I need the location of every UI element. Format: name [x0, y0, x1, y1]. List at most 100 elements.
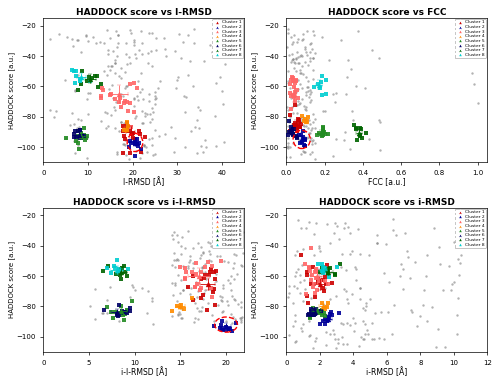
- Point: [128, 129, 136, 136]
- Point: [438, 287, 446, 293]
- Point: [97, 118, 105, 124]
- Point: [289, 56, 297, 62]
- Point: [300, 128, 308, 134]
- Point: [218, 101, 226, 107]
- Point: [318, 285, 326, 291]
- Point: [126, 308, 134, 314]
- Point: [294, 135, 302, 141]
- Point: [130, 95, 138, 101]
- Point: [308, 89, 316, 95]
- Point: [286, 85, 294, 91]
- Point: [397, 261, 405, 268]
- Point: [84, 135, 92, 141]
- Point: [188, 268, 196, 275]
- Point: [310, 338, 318, 344]
- Point: [298, 151, 306, 157]
- Point: [320, 267, 328, 273]
- Point: [182, 276, 190, 282]
- Point: [296, 67, 304, 73]
- Point: [342, 219, 349, 226]
- Point: [151, 151, 159, 157]
- Point: [360, 336, 368, 342]
- Point: [284, 118, 292, 124]
- Point: [306, 87, 314, 93]
- Point: [298, 325, 306, 331]
- Point: [361, 321, 369, 327]
- Point: [191, 284, 199, 290]
- Point: [287, 95, 295, 101]
- Point: [92, 286, 100, 292]
- Point: [434, 326, 442, 332]
- Point: [290, 59, 298, 65]
- Point: [310, 307, 318, 313]
- Point: [339, 321, 347, 327]
- Point: [103, 310, 111, 316]
- Point: [148, 30, 156, 36]
- Point: [310, 312, 318, 318]
- Point: [292, 120, 300, 126]
- Point: [294, 124, 302, 130]
- Point: [302, 225, 310, 231]
- Point: [208, 285, 216, 291]
- Point: [376, 147, 384, 153]
- Point: [208, 288, 216, 295]
- Point: [228, 320, 235, 326]
- Point: [288, 40, 296, 47]
- Point: [144, 288, 152, 294]
- Point: [184, 263, 192, 269]
- Point: [109, 315, 117, 321]
- Point: [221, 61, 229, 67]
- Point: [238, 304, 246, 310]
- Point: [184, 283, 192, 290]
- Point: [89, 34, 97, 40]
- Point: [93, 73, 101, 79]
- Point: [342, 341, 350, 347]
- Point: [186, 291, 194, 298]
- Point: [302, 261, 310, 268]
- Point: [366, 296, 374, 302]
- Point: [182, 144, 190, 150]
- Point: [198, 264, 206, 270]
- Point: [84, 38, 92, 44]
- Point: [132, 85, 140, 91]
- Point: [176, 276, 184, 283]
- Point: [296, 115, 304, 121]
- Point: [305, 219, 313, 225]
- Point: [118, 310, 126, 316]
- Point: [99, 268, 107, 274]
- Point: [130, 136, 138, 142]
- Point: [224, 39, 232, 45]
- Point: [140, 113, 148, 119]
- Point: [192, 279, 200, 285]
- Point: [100, 68, 108, 74]
- Point: [193, 280, 201, 286]
- Point: [300, 246, 308, 252]
- Point: [344, 300, 351, 306]
- Point: [436, 261, 444, 267]
- Point: [201, 272, 209, 278]
- Point: [336, 236, 344, 242]
- Point: [184, 228, 192, 234]
- Point: [292, 122, 300, 129]
- Point: [188, 129, 196, 135]
- Point: [104, 51, 112, 57]
- Point: [177, 243, 185, 249]
- Point: [106, 270, 114, 276]
- Point: [200, 268, 208, 275]
- Point: [321, 278, 329, 284]
- Point: [282, 44, 290, 50]
- Point: [309, 55, 317, 61]
- Point: [112, 53, 120, 59]
- Point: [319, 125, 327, 131]
- Point: [191, 283, 199, 290]
- Point: [428, 304, 436, 310]
- Point: [123, 128, 131, 134]
- Point: [309, 312, 317, 318]
- Point: [182, 94, 190, 100]
- Point: [202, 144, 210, 150]
- Point: [300, 149, 308, 155]
- Point: [330, 331, 338, 337]
- Point: [194, 124, 202, 131]
- Point: [300, 136, 308, 142]
- Point: [348, 108, 356, 114]
